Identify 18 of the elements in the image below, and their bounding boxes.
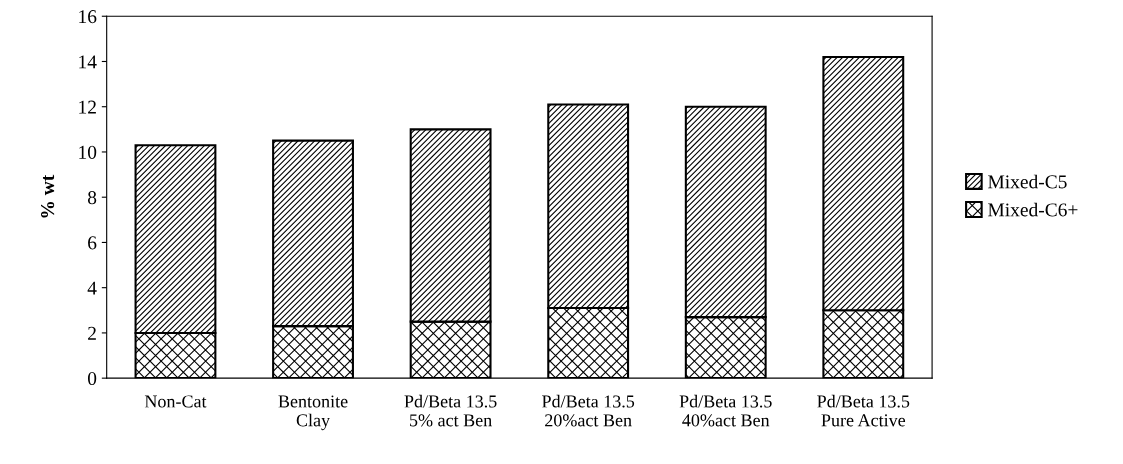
- y-tick-label: 10: [79, 145, 97, 159]
- x-tick-label: Bentonite Clay: [278, 395, 348, 431]
- y-tick-label: 14: [79, 55, 97, 69]
- legend-label: Mixed-C5: [988, 174, 1067, 189]
- x-tick-label: Pd/Beta 13.5 5% act Ben: [404, 394, 497, 427]
- y-axis-title: % wt: [41, 174, 55, 218]
- x-tick-label: Pd/Beta 13.5 40%act Ben: [679, 394, 772, 427]
- y-tick-label: 16: [79, 10, 97, 24]
- y-tick-label: 12: [79, 100, 96, 114]
- x-tick-label: Non-Cat: [144, 395, 207, 408]
- y-tick-label: 8: [87, 191, 97, 205]
- x-tick-label: Pd/Beta 13.5 Pure Active: [817, 394, 910, 427]
- legend-label: Mixed-C6+: [988, 202, 1078, 217]
- x-tick-label: Pd/Beta 13.5 20%act Ben: [542, 394, 635, 427]
- y-tick-label: 6: [88, 236, 97, 250]
- y-tick-label: 2: [88, 326, 96, 340]
- y-tick-label: 0: [87, 371, 97, 386]
- y-tick-label: 4: [87, 281, 97, 295]
